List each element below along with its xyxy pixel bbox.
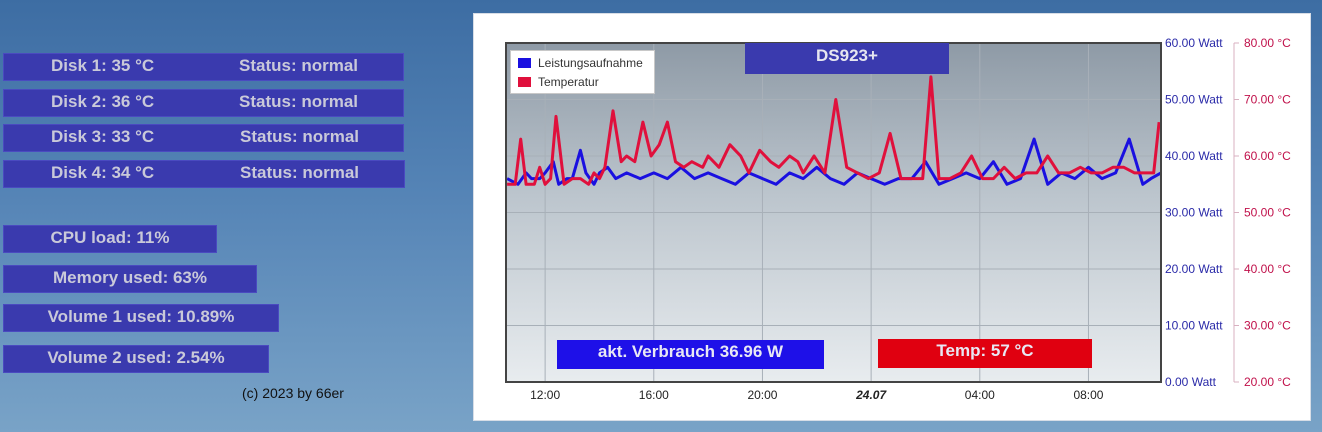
disk3-status-bar: Disk 3: 33 °C Status: normal <box>3 124 404 152</box>
right-axis-ticks: 20.00 °C 30.00 °C 40.00 °C 50.00 °C 60.00 °C… <box>1233 36 1291 389</box>
memory-used: Memory used: 63% <box>3 265 257 293</box>
legend-swatch-power <box>518 58 531 68</box>
chart-title: DS923+ <box>745 43 949 74</box>
disk4-status-bar: Disk 4: 34 °C Status: normal <box>3 160 405 188</box>
legend-label-temperature: Temperatur <box>538 75 599 89</box>
right-axis-tick-label: 30.00 °C <box>1244 319 1291 333</box>
disk4-status: Status: normal <box>240 163 360 182</box>
x-tick-label: 08:00 <box>1073 388 1103 402</box>
right-axis-tick-label: 80.00 °C <box>1244 36 1291 50</box>
right-axis-tick-label: 60.00 °C <box>1244 149 1291 163</box>
left-axis-tick-label: 30.00 Watt <box>1165 206 1223 220</box>
legend-item-temperature: Temperatur <box>518 74 599 90</box>
x-tick-label: 16:00 <box>639 388 669 402</box>
cpu-load: CPU load: 11% <box>3 225 217 253</box>
chart-legend: Leistungsaufnahme Temperatur <box>510 50 655 94</box>
disk3-status: Status: normal <box>240 127 360 146</box>
legend-swatch-temperature <box>518 77 531 87</box>
disk4-temperature: Disk 4: 34 °C <box>51 163 155 182</box>
x-tick-label: 12:00 <box>530 388 560 402</box>
series-layer <box>506 75 1162 186</box>
left-axis-ticks: 0.00 Watt 10.00 Watt 20.00 Watt 30.00 Watt 4… <box>1165 36 1223 389</box>
current-power-badge: akt. Verbrauch 36.96 W <box>557 340 824 369</box>
series-line-power <box>506 137 1162 186</box>
right-axis-tick-label: 50.00 °C <box>1244 206 1291 220</box>
disk3-temperature: Disk 3: 33 °C <box>51 127 155 146</box>
current-temperature-badge: Temp: 57 °C <box>878 339 1092 368</box>
x-tick-label: 24.07 <box>855 388 887 402</box>
right-axis-tick-label: 40.00 °C <box>1244 262 1291 276</box>
disk2-temperature: Disk 2: 36 °C <box>51 92 155 111</box>
copyright-text: (c) 2023 by 66er <box>242 385 344 401</box>
left-axis-tick-label: 10.00 Watt <box>1165 319 1223 333</box>
left-axis-tick-label: 50.00 Watt <box>1165 93 1223 107</box>
volume2-used: Volume 2 used: 2.54% <box>3 345 269 373</box>
x-axis-ticks: 12:00 16:00 20:00 24.07 04:00 08:00 <box>530 388 1104 402</box>
left-axis-tick-label: 20.00 Watt <box>1165 262 1223 276</box>
disk1-status: Status: normal <box>239 56 359 75</box>
disk1-temperature: Disk 1: 35 °C <box>51 56 155 75</box>
volume1-used: Volume 1 used: 10.89% <box>3 304 279 332</box>
right-axis-tick-label: 70.00 °C <box>1244 93 1291 107</box>
right-axis-tick-label: 20.00 °C <box>1244 375 1291 389</box>
left-axis-tick-label: 40.00 Watt <box>1165 149 1223 163</box>
legend-item-power: Leistungsaufnahme <box>518 55 643 71</box>
left-axis-tick-label: 0.00 Watt <box>1165 375 1217 389</box>
disk2-status: Status: normal <box>239 92 359 111</box>
x-tick-label: 20:00 <box>747 388 777 402</box>
disk2-status-bar: Disk 2: 36 °C Status: normal <box>3 89 404 117</box>
legend-label-power: Leistungsaufnahme <box>538 56 643 70</box>
x-tick-label: 04:00 <box>965 388 995 402</box>
left-axis-tick-label: 60.00 Watt <box>1165 36 1223 50</box>
disk1-status-bar: Disk 1: 35 °C Status: normal <box>3 53 404 81</box>
series-line-temperature <box>507 75 1161 186</box>
